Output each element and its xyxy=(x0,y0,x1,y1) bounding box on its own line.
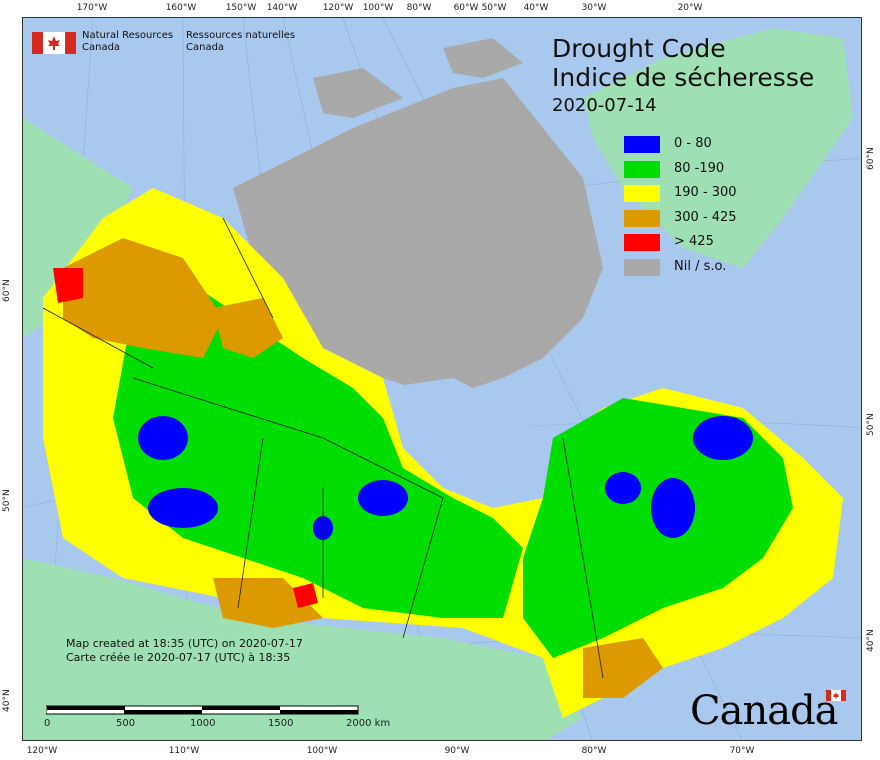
title-en: Drought Code xyxy=(552,34,726,63)
lon-tick-top: 120°W xyxy=(322,3,354,13)
region-0-80 xyxy=(693,416,753,460)
region-over-425 xyxy=(293,583,318,608)
arctic-nodata xyxy=(233,78,603,398)
usa-land xyxy=(23,558,583,740)
alaska-land xyxy=(23,118,133,338)
scale-label: 0 xyxy=(44,718,51,729)
credit-en: Map created at 18:35 (UTC) on 2020-07-17 xyxy=(66,637,303,650)
lon-tick-bottom: 120°W xyxy=(26,746,58,756)
canada-wordmark: Canada xyxy=(690,688,846,734)
lat-tick-right: 40°N xyxy=(866,629,876,652)
arctic-island xyxy=(443,38,523,78)
legend-label: 80 -190 xyxy=(674,160,725,176)
lat-tick-right: 50°N xyxy=(866,413,876,436)
region-300-425-yukon xyxy=(63,238,223,358)
agency-name-en: Natural Resources Canada xyxy=(82,30,174,53)
lat-tick-left: 50°N xyxy=(2,489,12,512)
arctic-island xyxy=(313,68,403,118)
scale-label: 1500 xyxy=(268,718,294,729)
region-0-80 xyxy=(605,472,641,504)
scale-bar: 0 500 1000 1500 2000 km xyxy=(44,704,390,732)
legend-label: > 425 xyxy=(674,234,714,250)
lon-tick-top: 40°W xyxy=(523,3,549,13)
legend-swatch xyxy=(624,160,660,178)
region-300-425-south xyxy=(583,638,663,698)
region-300-425-nwt xyxy=(213,298,283,358)
legend-label: 300 - 425 xyxy=(674,209,737,225)
agency-name-fr: Ressources naturelles Canada xyxy=(186,30,296,53)
lon-tick-top: 20°W xyxy=(677,3,703,13)
legend-swatch xyxy=(624,136,660,153)
lon-tick-top: 60°W xyxy=(453,3,479,13)
lon-tick-bottom: 100°W xyxy=(306,746,338,756)
lon-tick-top: 80°W xyxy=(406,3,432,13)
legend-label: 0 - 80 xyxy=(674,136,712,151)
lon-tick-top: 170°W xyxy=(76,3,108,13)
scale-bar-graphic xyxy=(45,705,359,715)
greenland-land xyxy=(583,28,853,268)
region-0-80 xyxy=(358,480,408,516)
lon-tick-top: 160°W xyxy=(165,3,197,13)
map-title: Drought Code Indice de sécheresse 2020-0… xyxy=(552,34,814,118)
legend-swatch xyxy=(624,234,660,252)
wordmark-flag-icon xyxy=(826,690,846,701)
title-fr: Indice de sécheresse xyxy=(552,63,815,92)
region-80-190-west xyxy=(113,278,523,618)
lat-tick-left: 40°N xyxy=(2,689,12,712)
drought-map xyxy=(22,17,862,741)
lon-tick-top: 140°W xyxy=(266,3,298,13)
region-over-425 xyxy=(53,268,83,303)
legend-swatch xyxy=(624,258,660,276)
lon-tick-bottom: 110°W xyxy=(168,746,200,756)
scale-label: 2000 km xyxy=(346,718,391,729)
legend-label: Nil / s.o. xyxy=(674,258,727,274)
map-date: 2020-07-14 xyxy=(552,95,657,116)
lon-tick-top: 150°W xyxy=(225,3,257,13)
credit-fr: Carte créée le 2020-07-17 (UTC) à 18:35 xyxy=(66,651,291,664)
lon-tick-bottom: 90°W xyxy=(444,746,470,756)
lat-tick-right: 60°N xyxy=(866,147,876,170)
region-0-80 xyxy=(651,478,695,538)
lon-tick-top: 30°W xyxy=(581,3,607,13)
lon-tick-bottom: 70°W xyxy=(729,746,755,756)
region-0-80 xyxy=(148,488,218,528)
lon-tick-top: 100°W xyxy=(362,3,394,13)
legend-label: 190 - 300 xyxy=(674,185,737,201)
scale-label: 500 xyxy=(116,718,136,729)
canada-flag-icon xyxy=(32,32,76,54)
legend-swatch xyxy=(624,209,660,227)
lon-tick-bottom: 80°W xyxy=(581,746,607,756)
region-0-80 xyxy=(138,416,188,460)
hudson-bay xyxy=(383,378,553,508)
map-canvas xyxy=(23,18,861,740)
lat-tick-left: 60°N xyxy=(2,279,12,302)
lon-tick-top: 50°W xyxy=(481,3,507,13)
scale-label: 1000 xyxy=(190,718,216,729)
credits: Map created at 18:35 (UTC) on 2020-07-17… xyxy=(66,637,303,665)
legend-swatch xyxy=(624,185,660,203)
boundaries xyxy=(42,217,604,679)
